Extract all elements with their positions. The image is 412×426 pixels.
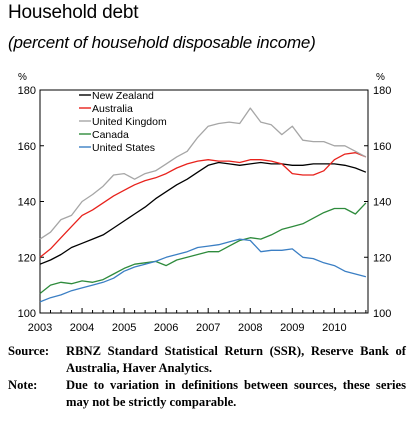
- series-line-canada: [39, 202, 367, 295]
- note-row: Note: Due to variation in definitions be…: [8, 377, 406, 411]
- x-tick-label: 2009: [280, 322, 304, 334]
- y-tick-label-right: 100: [373, 308, 391, 320]
- x-tick-label: 2005: [112, 322, 136, 334]
- x-tick-label: 2008: [238, 322, 262, 334]
- note-label: Note:: [8, 378, 38, 392]
- y-tick-label-right: 140: [373, 197, 391, 209]
- legend-label: Canada: [92, 129, 129, 141]
- plot-frame: [39, 89, 369, 314]
- x-tick-label: 2004: [70, 322, 94, 334]
- chart-notes: Source: RBNZ Standard Statistical Return…: [8, 343, 406, 411]
- source-row: Source: RBNZ Standard Statistical Return…: [8, 343, 406, 377]
- series-line-united-states: [39, 238, 367, 303]
- y-tick-label-left: 120: [18, 252, 36, 264]
- x-tick-label: 2010: [322, 322, 346, 334]
- y-tick-label-left: 180: [18, 85, 36, 97]
- y-unit-right: %: [376, 72, 385, 83]
- legend-label: New Zealand: [92, 90, 154, 102]
- x-tick-label: 2003: [28, 322, 52, 334]
- y-unit-left: %: [18, 72, 27, 83]
- y-tick-label-left: 140: [18, 197, 36, 209]
- note-text: Due to variation in definitions between …: [66, 378, 406, 409]
- household-debt-chart: 100 120 140 160 180 100 120 140 160 180 2003 2004…: [18, 72, 392, 334]
- x-tick-label: 2007: [196, 322, 220, 334]
- y-tick-label-left: 100: [18, 308, 36, 320]
- y-tick-label-right: 120: [373, 252, 391, 264]
- legend-label: Australia: [92, 103, 133, 115]
- chart-title: Household debt: [8, 2, 139, 23]
- chart-subtitle: (percent of household disposable income): [8, 33, 316, 52]
- series-line-united-kingdom: [39, 107, 367, 240]
- y-tick-label-right: 180: [373, 85, 391, 97]
- legend-label: United Kingdom: [92, 116, 167, 128]
- source-text: RBNZ Standard Statistical Return (SSR), …: [66, 344, 406, 375]
- series-line-australia: [39, 152, 367, 258]
- series-line-new-zealand: [39, 161, 367, 265]
- legend-label: United States: [92, 142, 155, 154]
- y-tick-label-left: 160: [18, 141, 36, 153]
- x-tick-label: 2006: [154, 322, 178, 334]
- y-tick-label-right: 160: [373, 141, 391, 153]
- source-label: Source:: [8, 344, 50, 358]
